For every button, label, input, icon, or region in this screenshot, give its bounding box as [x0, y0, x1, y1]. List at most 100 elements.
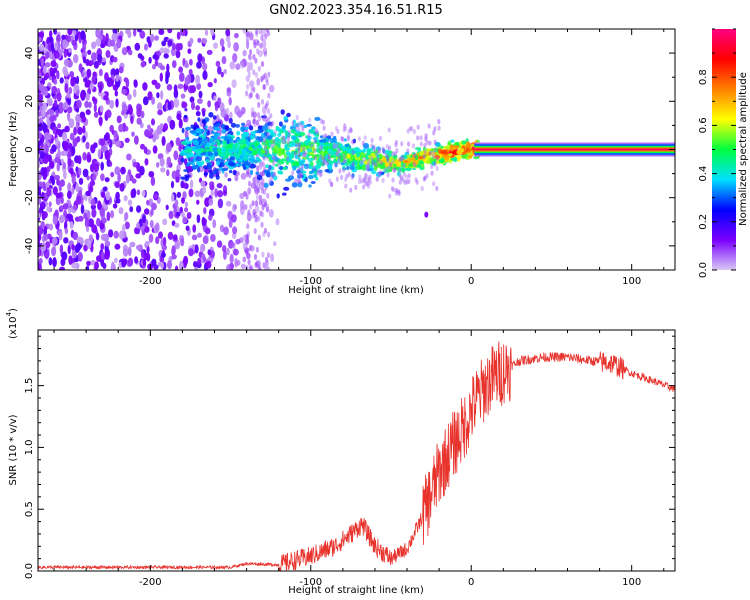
spectrogram-cell	[327, 153, 331, 159]
spectrogram-ylabel: Frequency (Hz)	[8, 111, 19, 187]
spectrogram-cell	[290, 129, 296, 134]
spectrogram-cell	[75, 195, 82, 205]
spectrogram-cell	[362, 176, 366, 182]
spectrogram-cell	[229, 156, 236, 161]
spectrogram-cell	[78, 215, 84, 222]
spectrogram-cell	[296, 169, 301, 174]
spectrogram-cell	[73, 126, 77, 136]
spectrogram-cell	[266, 135, 273, 140]
spectrogram-cell	[220, 108, 227, 118]
spectrogram-cell	[234, 32, 239, 39]
spectrogram-cell	[259, 42, 263, 49]
spectrogram-cell	[291, 182, 298, 188]
spectrogram-cell	[268, 164, 272, 170]
spectrogram-cell	[377, 171, 382, 177]
spectrogram-cell	[408, 126, 412, 132]
spectrogram-cell	[314, 116, 321, 121]
spectrogram-cell	[370, 170, 377, 175]
spectrogram-cell	[291, 136, 297, 140]
spectrogram-cell	[76, 236, 83, 243]
spectrogram-cell	[181, 197, 185, 204]
spectrogram-cell	[174, 222, 180, 228]
spectrogram-cell	[269, 171, 274, 175]
spectrogram-cell	[245, 171, 249, 178]
spectrogram-cell	[334, 162, 338, 168]
spectrogram-cell	[342, 153, 346, 159]
spectrogram-cell	[298, 173, 302, 179]
spectrogram-cell	[51, 85, 58, 94]
spectrogram-cell	[342, 127, 346, 133]
spectrogram-cell	[58, 230, 63, 241]
spectrogram-cell	[441, 151, 447, 155]
spectrogram-cell	[288, 142, 295, 148]
spectrogram-cell	[294, 142, 299, 148]
spectrogram-cell	[387, 127, 391, 133]
spectrogram-cell	[379, 171, 385, 175]
spectrogram-cell	[400, 176, 404, 182]
spectrogram-cell	[99, 207, 105, 217]
spectrogram-cell	[104, 152, 111, 161]
spectrogram-cell	[232, 203, 237, 213]
spectrogram-cell	[142, 214, 146, 224]
spectrogram-cell	[312, 136, 319, 141]
spectrogram-cell	[195, 128, 202, 134]
spectrogram-cell	[187, 140, 193, 144]
spectrogram-cell	[294, 178, 298, 184]
spectrogram-cell	[351, 149, 355, 155]
spectrogram-cell	[239, 205, 245, 216]
spectrogram-cell	[363, 176, 367, 183]
spectrogram-cell	[346, 136, 350, 142]
spectrogram-cell	[200, 245, 205, 253]
spectrogram-cell	[336, 128, 340, 134]
spectrogram-cell	[268, 208, 274, 218]
spectrogram-cell	[295, 147, 301, 152]
spectrogram-cell	[300, 122, 304, 128]
spectrogram-cell	[351, 161, 355, 167]
spectrogram-cell	[335, 176, 339, 182]
spectrogram-cell	[297, 148, 301, 154]
spectrogram-cell	[62, 101, 69, 111]
spectrogram-cell	[45, 51, 50, 59]
snr-multiplier-close: )	[8, 308, 19, 312]
spectrogram-cell	[221, 46, 225, 52]
spectrogram-cell	[432, 130, 436, 136]
spectrogram-cell	[224, 145, 231, 150]
spectrogram-cell	[283, 116, 288, 121]
spectrogram-cell	[50, 60, 57, 68]
spectrogram-cell	[180, 238, 185, 247]
spectrogram-cell	[217, 97, 222, 105]
spectrogram-cell	[90, 198, 96, 207]
spectrogram-cell	[242, 29, 246, 34]
spectrogram-cell	[225, 35, 231, 43]
spectrogram-cell	[364, 174, 368, 180]
spectrogram-cell	[302, 146, 306, 152]
spectrogram-cell	[343, 123, 347, 129]
spectrogram-cell	[114, 243, 121, 250]
spectrogram-cell	[127, 49, 133, 56]
spectrogram-cell	[238, 108, 242, 119]
spectrogram-cell	[187, 48, 192, 54]
spectrogram-cell	[246, 237, 250, 244]
spectrogram-cell	[207, 151, 213, 156]
spectrogram-cell	[67, 149, 72, 158]
spectrogram-cell	[412, 162, 416, 168]
spectrogram-cell	[121, 109, 125, 116]
spectrogram-cell	[97, 54, 103, 63]
spectrogram-cell	[219, 38, 225, 47]
spectrogram-cell	[277, 139, 282, 144]
spectrogram-cell	[156, 92, 160, 99]
spectrogram-cell	[323, 159, 327, 165]
spectrogram-cell	[161, 252, 166, 258]
spectrogram-cell	[261, 115, 267, 119]
spectrogram-cell	[329, 181, 333, 187]
spectrogram-cell	[374, 162, 378, 168]
spectrogram-cell	[209, 169, 213, 174]
spectrogram-cell	[313, 155, 317, 161]
spectrogram-cell	[219, 224, 225, 233]
spectrogram-cell	[72, 138, 78, 148]
spectrogram-cell	[277, 170, 283, 175]
spectrogram-cell	[346, 165, 350, 171]
spectrogram-cell	[51, 144, 57, 153]
x-tick-label: -200	[139, 276, 162, 287]
spectrogram-cell	[127, 199, 133, 206]
